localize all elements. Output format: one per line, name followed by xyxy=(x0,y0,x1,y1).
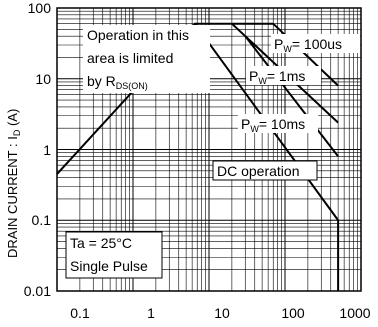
dc-label-box xyxy=(212,160,318,181)
y-tick-label-10: 10 xyxy=(35,71,51,87)
x-tick-label-100: 100 xyxy=(281,305,305,321)
plot-frame xyxy=(56,7,362,292)
rds-annotation-line3: by RDS(ON) xyxy=(87,73,148,91)
pw100-label-box xyxy=(271,34,360,53)
pw10-label-box xyxy=(238,114,318,133)
y-tick-label-0.1: 0.1 xyxy=(32,212,52,228)
y-tick-label-0.01: 0.01 xyxy=(24,283,51,299)
conditions-pulse: Single Pulse xyxy=(70,258,148,274)
rds-annotation-line2: area is limited xyxy=(87,50,173,66)
x-tick-label-0.1: 0.1 xyxy=(70,305,90,321)
conditions-box xyxy=(65,231,163,279)
rds-annotation-line1: Operation in this xyxy=(87,27,189,43)
rds-annotation-box xyxy=(83,25,210,93)
x-tick-label-1: 1 xyxy=(147,305,155,321)
conditions-temp: Ta = 25°C xyxy=(70,235,132,251)
pw-10ms-curve xyxy=(244,35,339,157)
y-tick-label-100: 100 xyxy=(28,0,52,16)
x-tick-label-1000: 1000 xyxy=(339,305,370,321)
pw10-label: PW= 10ms xyxy=(241,116,305,134)
dc-label: DC operation xyxy=(217,163,300,179)
pw1-label: PW= 1ms xyxy=(249,68,305,86)
x-tick-label-10: 10 xyxy=(214,305,230,321)
pw-100us-curve xyxy=(56,22,339,175)
y-axis-label: DRAIN CURRENT : ID (A) xyxy=(5,109,22,258)
y-tick-label-1: 1 xyxy=(43,142,51,158)
pw100-label: PW= 100us xyxy=(274,36,342,54)
pw1-label-box xyxy=(246,66,321,85)
dc-operation-curve xyxy=(193,23,340,291)
